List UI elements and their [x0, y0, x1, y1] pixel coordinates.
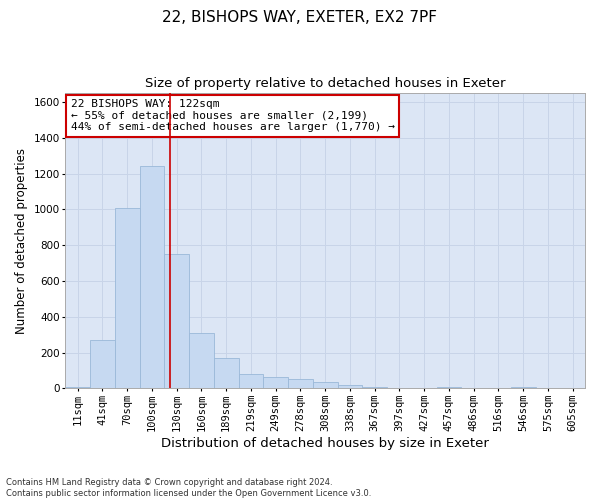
Bar: [140, 166, 164, 388]
Bar: [511, 386, 536, 388]
Title: Size of property relative to detached houses in Exeter: Size of property relative to detached ho…: [145, 78, 505, 90]
Text: Contains HM Land Registry data © Crown copyright and database right 2024.
Contai: Contains HM Land Registry data © Crown c…: [6, 478, 371, 498]
Bar: [65, 386, 90, 388]
Bar: [115, 208, 140, 388]
Bar: [362, 386, 387, 388]
Bar: [263, 377, 288, 388]
Text: 22, BISHOPS WAY, EXETER, EX2 7PF: 22, BISHOPS WAY, EXETER, EX2 7PF: [163, 10, 437, 25]
Bar: [164, 254, 189, 388]
Bar: [90, 340, 115, 388]
Bar: [437, 386, 461, 388]
Y-axis label: Number of detached properties: Number of detached properties: [15, 148, 28, 334]
X-axis label: Distribution of detached houses by size in Exeter: Distribution of detached houses by size …: [161, 437, 489, 450]
Bar: [288, 380, 313, 388]
Bar: [338, 385, 362, 388]
Bar: [313, 382, 338, 388]
Bar: [239, 374, 263, 388]
Bar: [214, 358, 239, 388]
Text: 22 BISHOPS WAY: 122sqm
← 55% of detached houses are smaller (2,199)
44% of semi-: 22 BISHOPS WAY: 122sqm ← 55% of detached…: [71, 99, 395, 132]
Bar: [189, 333, 214, 388]
